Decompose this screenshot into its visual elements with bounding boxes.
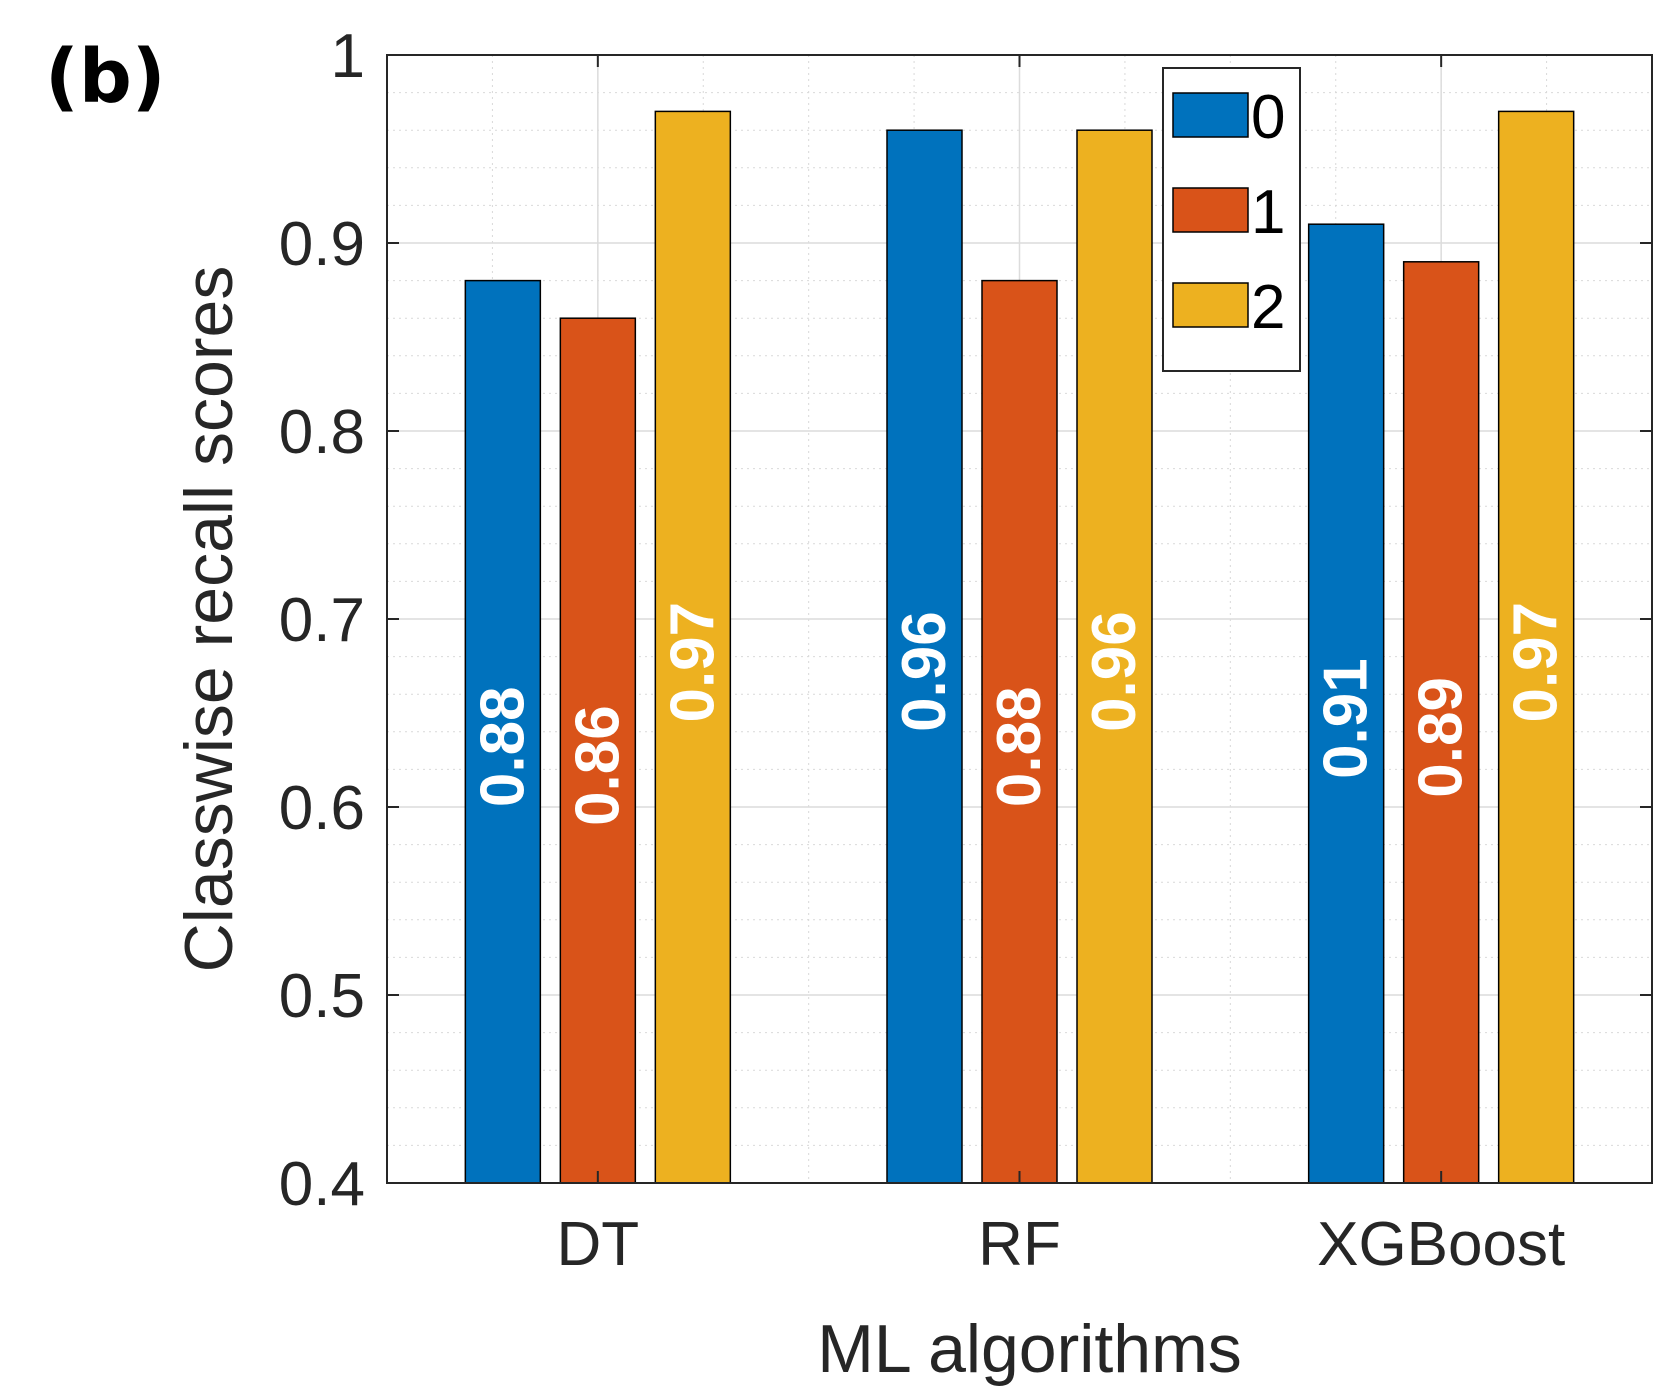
y-tick-label: 0.8 bbox=[279, 398, 365, 467]
y-tick-label: 0.7 bbox=[279, 586, 365, 655]
bar-value-label: 0.88 bbox=[468, 686, 537, 807]
bar-XGBoost-class-0 bbox=[1307, 223, 1385, 1184]
bar-value-label: 0.96 bbox=[1080, 611, 1149, 732]
legend-swatch-0 bbox=[1172, 92, 1249, 138]
legend: 0 1 2 bbox=[1162, 67, 1301, 372]
y-tick-label: 0.4 bbox=[279, 1150, 365, 1219]
legend-label-2: 2 bbox=[1251, 273, 1285, 342]
bar-value-label: 0.96 bbox=[890, 611, 959, 732]
y-tick-label: 1 bbox=[331, 22, 365, 91]
bar-value-label: 0.97 bbox=[658, 602, 727, 723]
bar-value-label: 0.86 bbox=[563, 705, 632, 826]
legend-swatch-1 bbox=[1172, 187, 1249, 233]
y-tick-label: 0.6 bbox=[279, 774, 365, 843]
bar-DT-class-2 bbox=[654, 110, 732, 1184]
x-axis-title: ML algorithms bbox=[817, 1311, 1242, 1387]
bar-value-label: 0.88 bbox=[985, 686, 1054, 807]
x-tick-label: DT bbox=[557, 1210, 640, 1279]
x-tick-label: RF bbox=[978, 1210, 1061, 1279]
bar-DT-class-1 bbox=[559, 317, 637, 1184]
bar-value-label: 0.91 bbox=[1312, 658, 1381, 779]
bar-RF-class-0 bbox=[886, 129, 963, 1184]
bar-value-label: 0.97 bbox=[1502, 602, 1571, 723]
legend-label-1: 1 bbox=[1251, 178, 1285, 247]
legend-swatch-2 bbox=[1172, 282, 1249, 328]
bar-value-labels: 0.88 0.96 0.91 0.86 0.88 0.89 0.97 0.96 0.97 bbox=[468, 602, 1570, 826]
panel-label: (b) bbox=[45, 34, 166, 120]
bar-value-label: 0.89 bbox=[1407, 677, 1476, 798]
legend-label-0: 0 bbox=[1251, 83, 1285, 152]
bar-XGBoost-class-2 bbox=[1497, 110, 1575, 1184]
bar-RF-class-2 bbox=[1076, 129, 1153, 1184]
y-axis-title: Classwise recall scores bbox=[171, 266, 247, 973]
x-tick-label: XGBoost bbox=[1317, 1210, 1565, 1279]
bars bbox=[464, 110, 1575, 1184]
bar-RF-class-1 bbox=[981, 279, 1058, 1184]
y-tick-label: 0.5 bbox=[279, 962, 365, 1031]
y-tick-label: 0.9 bbox=[279, 210, 365, 279]
